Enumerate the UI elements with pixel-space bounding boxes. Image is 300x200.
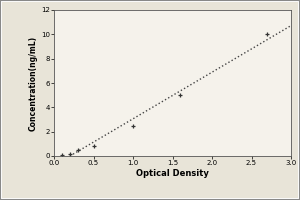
Y-axis label: Concentration(ng/mL): Concentration(ng/mL): [29, 35, 38, 131]
X-axis label: Optical Density: Optical Density: [136, 169, 209, 178]
